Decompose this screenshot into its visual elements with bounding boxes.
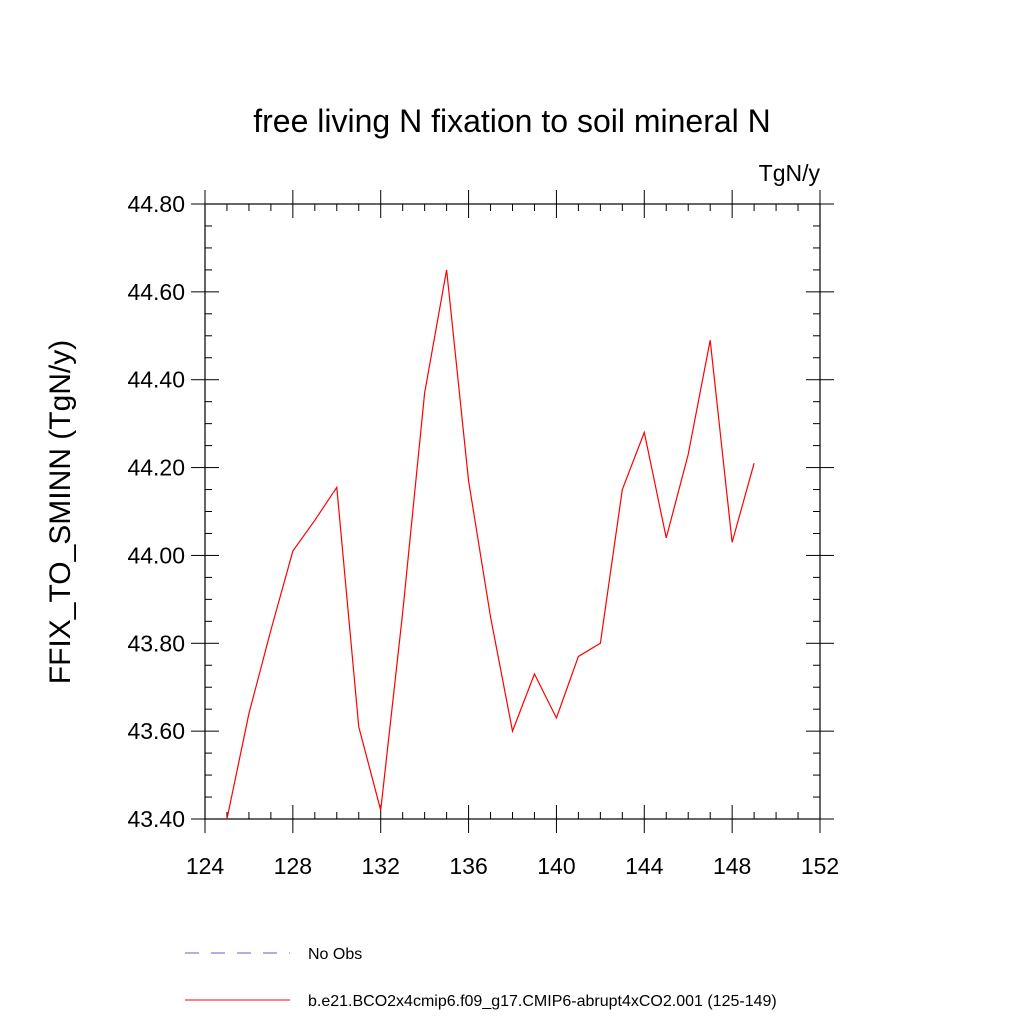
x-tick-label: 132 [362,853,400,879]
y-tick-label: 43.40 [127,806,185,832]
x-tick-label: 128 [274,853,312,879]
y-tick-label: 44.60 [127,279,185,305]
y-tick-label: 44.20 [127,455,185,481]
x-tick-label: 140 [537,853,575,879]
y-tick-label: 44.00 [127,542,185,568]
y-tick-label: 44.80 [127,191,185,217]
y-tick-label: 44.40 [127,367,185,393]
series-layer [226,269,755,820]
y-tick-label: 43.80 [127,630,185,656]
legend: No Obs b.e21.BCO2x4cmip6.f09_g17.CMIP6-a… [185,946,777,1010]
x-tick-label: 144 [625,853,664,879]
y-axis-title: FFIX_TO_SMINN (TgN/y) [44,340,77,684]
chart-title: free living N fixation to soil mineral N [253,103,771,139]
legend-label-model: b.e21.BCO2x4cmip6.f09_g17.CMIP6-abrupt4x… [308,993,777,1010]
units-label: TgN/y [759,160,821,186]
x-tick-labels: 124 128 132 136 140 144 148 152 [186,853,839,879]
x-tick-label: 124 [186,853,225,879]
x-tick-label: 152 [801,853,839,879]
x-tick-label: 148 [713,853,751,879]
plot-frame [204,203,821,820]
y-tick-labels: 43.40 43.60 43.80 44.00 44.20 44.40 44.60 44.80 [127,191,185,832]
legend-label-no-obs: No Obs [308,946,362,963]
series-line [226,269,755,820]
axis-ticks [191,190,834,833]
y-tick-label: 43.60 [127,718,185,744]
x-tick-label: 136 [449,853,487,879]
